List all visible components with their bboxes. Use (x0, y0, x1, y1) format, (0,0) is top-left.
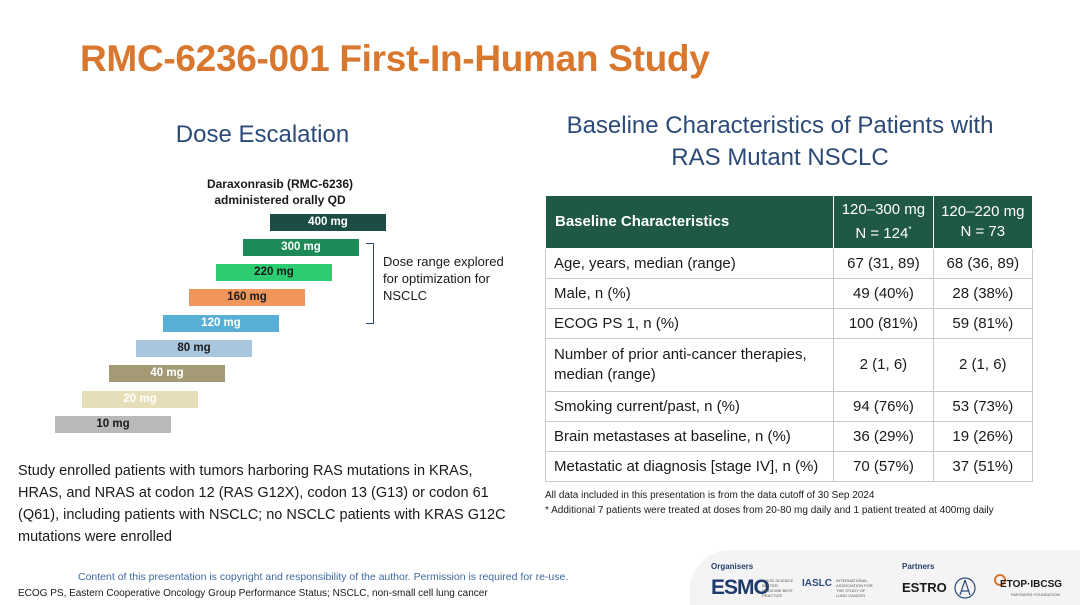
iaslc-logo: IASLC (802, 578, 832, 589)
sponsor-logo-strip (690, 550, 1080, 605)
header-120-220mg-dose: 120–220 mg (941, 203, 1025, 220)
row-value-120-220: 19 (26%) (932, 421, 1034, 452)
table-row: Number of prior anti-cancer therapies, m… (544, 338, 1034, 392)
row-value-120-220: 2 (1, 6) (932, 338, 1034, 392)
dose-bar-300mg: 300 mg (243, 239, 359, 256)
slide-title: RMC-6236-001 First-In-Human Study (80, 38, 710, 79)
row-value-120-220: 37 (51%) (932, 451, 1034, 482)
dose-bar-20mg: 20 mg (82, 391, 198, 408)
dose-bar-80mg: 80 mg (136, 340, 252, 357)
baseline-table: Baseline Characteristics 120–300 mg N = … (544, 195, 1034, 482)
table-row: Brain metastases at baseline, n (%) 36 (… (544, 421, 1034, 452)
esmo-tagline: GOOD SCIENCE BETTER MEDICINE BEST PRACTI… (762, 578, 794, 598)
row-value-120-300: 70 (57%) (833, 451, 934, 482)
copyright-notice: Content of this presentation is copyrigh… (78, 571, 569, 583)
drug-label: Daraxonrasib (RMC-6236) administered ora… (180, 176, 380, 208)
organisers-label: Organisers (711, 562, 754, 571)
drug-name: Daraxonrasib (RMC-6236) (206, 177, 354, 191)
etop-emblem-icon (994, 574, 1006, 586)
row-value-120-220: 59 (81%) (932, 308, 1034, 339)
dose-range-label: Dose range explored for optimization for… (383, 254, 504, 303)
table-row: Age, years, median (range) 67 (31, 89) 6… (544, 248, 1034, 279)
row-value-120-300: 67 (31, 89) (833, 248, 934, 279)
dose-bar-400mg: 400 mg (270, 214, 386, 231)
row-value-120-300: 94 (76%) (833, 391, 934, 422)
baseline-heading: Baseline Characteristics of Patients wit… (566, 112, 994, 171)
header-120-300mg: 120–300 mg N = 124* (833, 195, 934, 249)
table-row: Male, n (%) 49 (40%) 28 (38%) (544, 278, 1034, 309)
data-cutoff-footnote: All data included in this presentation i… (545, 490, 875, 501)
study-enrollment-note: Study enrolled patients with tumors harb… (18, 463, 506, 545)
row-value-120-300: 49 (40%) (833, 278, 934, 309)
header-120-220mg: 120–220 mg N = 73 (932, 195, 1034, 249)
abbreviations: ECOG PS, Eastern Cooperative Oncology Gr… (18, 588, 488, 599)
table-row: Smoking current/past, n (%) 94 (76%) 53 … (544, 391, 1034, 422)
row-label: Number of prior anti-cancer therapies, m… (544, 338, 835, 392)
footnote-mark: * (908, 225, 912, 234)
header-120-300mg-dose: 120–300 mg (841, 201, 926, 218)
table-header-row: Baseline Characteristics 120–300 mg N = … (544, 195, 1034, 249)
header-characteristics: Baseline Characteristics (544, 195, 835, 249)
esmo-logo: ESMO (711, 576, 770, 599)
row-value-120-300: 2 (1, 6) (833, 338, 934, 392)
partner-emblem-icon (954, 577, 976, 599)
dose-bar-40mg: 40 mg (109, 365, 225, 382)
row-label: Male, n (%) (544, 278, 835, 309)
row-value-120-220: 28 (38%) (932, 278, 1034, 309)
row-value-120-300: 100 (81%) (833, 308, 934, 339)
etop-tagline: PARTNERS FOUNDATION (1011, 592, 1060, 597)
row-value-120-220: 68 (36, 89) (932, 248, 1034, 279)
etop-ibcsg-logo: ETOP·IBCSG (1000, 579, 1063, 590)
header-120-220mg-n: N = 73 (960, 223, 1006, 240)
table-row: ECOG PS 1, n (%) 100 (81%) 59 (81%) (544, 308, 1034, 339)
row-label: Age, years, median (range) (544, 248, 835, 279)
dose-bar-220mg: 220 mg (216, 264, 332, 281)
row-label: Smoking current/past, n (%) (544, 391, 835, 422)
row-label: Brain metastases at baseline, n (%) (544, 421, 835, 452)
dose-bar-10mg: 10 mg (55, 416, 171, 433)
drug-administration: administered orally QD (214, 193, 346, 207)
row-label: Metastatic at diagnosis [stage IV], n (%… (544, 451, 835, 482)
partners-label: Partners (902, 562, 935, 571)
dose-range-bracket (366, 243, 374, 324)
row-value-120-220: 53 (73%) (932, 391, 1034, 422)
row-value-120-300: 36 (29%) (833, 421, 934, 452)
dose-bar-120mg: 120 mg (163, 315, 279, 332)
dose-escalation-heading: Dose Escalation (175, 121, 350, 148)
dose-bar-160mg: 160 mg (189, 289, 305, 306)
additional-patients-footnote: * Additional 7 patients were treated at … (545, 505, 994, 516)
row-label: ECOG PS 1, n (%) (544, 308, 835, 339)
header-120-300mg-n: N = 124 (855, 225, 909, 242)
iaslc-tagline: INTERNATIONAL ASSOCIATION FOR THE STUDY … (836, 578, 873, 598)
table-row: Metastatic at diagnosis [stage IV], n (%… (544, 451, 1034, 482)
estro-logo: ESTRO (902, 580, 947, 595)
